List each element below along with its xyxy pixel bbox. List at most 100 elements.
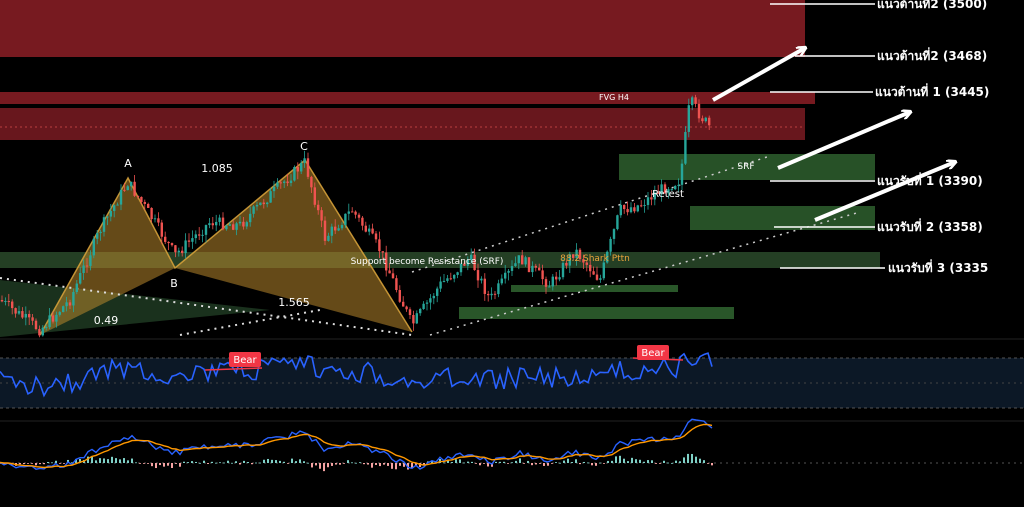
candle-body	[548, 286, 551, 288]
candle-body	[211, 223, 214, 226]
harmonic-point-a: A	[124, 157, 132, 170]
candlestick-series	[0, 94, 711, 338]
macd-histogram-bar	[211, 461, 213, 463]
resistance-zone-fvg	[0, 92, 815, 104]
macd-histogram-bar	[163, 463, 165, 467]
trend-lines	[0, 155, 861, 336]
macd-histogram-bar	[555, 462, 557, 463]
support-resistance-label: Support become Resistance (SRF)	[351, 257, 504, 267]
candle-body	[504, 272, 507, 279]
candle-body	[187, 240, 191, 242]
projection-arrows	[712, 48, 955, 222]
candle-body	[402, 301, 405, 307]
candle-body	[89, 255, 92, 266]
candle-body	[24, 313, 27, 318]
macd-histogram-bar	[563, 460, 565, 463]
candle-body	[419, 309, 422, 314]
candle-body	[133, 181, 136, 196]
macd-histogram-bar	[351, 462, 353, 464]
macd-histogram-bar	[583, 461, 585, 463]
candle-body	[334, 226, 337, 231]
candle-body	[500, 278, 503, 284]
macd-histogram-bar	[363, 463, 365, 465]
candle-body	[354, 211, 357, 215]
candle-body	[136, 195, 140, 197]
candle-body	[167, 241, 170, 244]
macd-histogram-bar	[375, 463, 377, 465]
resistance-zones	[0, 0, 815, 140]
candle-body	[466, 259, 469, 266]
macd-histogram-bar	[187, 462, 189, 463]
macd-histogram-bar	[115, 458, 117, 463]
macd-histogram-bar	[263, 459, 265, 463]
candle-body	[398, 290, 401, 302]
level-label-0: แนวต้านที่2 (3500)	[877, 0, 987, 11]
candle-body	[667, 189, 670, 194]
macd-histogram-bar	[215, 462, 217, 464]
candle-body	[109, 210, 112, 217]
candle-body	[51, 315, 55, 322]
candle-body	[544, 279, 548, 287]
candle-body	[565, 262, 568, 266]
candle-body	[442, 280, 446, 282]
candle-body	[201, 234, 204, 236]
macd-histogram-bar	[391, 463, 393, 469]
macd-histogram-bar	[495, 461, 497, 463]
candle-body	[11, 301, 14, 309]
macd-histogram-bar	[539, 463, 541, 464]
macd-histogram-bar	[39, 463, 41, 465]
candle-body	[337, 228, 340, 231]
candle-body	[616, 215, 619, 230]
macd-histogram-bar	[255, 462, 257, 464]
candle-body	[599, 278, 602, 280]
macd-histogram-bar	[307, 462, 309, 464]
macd-histogram-bar	[167, 463, 169, 466]
macd-histogram-bar	[523, 463, 525, 464]
candle-body	[395, 278, 398, 291]
macd-histogram-bar	[535, 463, 537, 465]
candle-body	[691, 97, 694, 106]
candle-body	[602, 262, 605, 279]
candle-body	[674, 185, 677, 190]
macd-histogram-bar	[623, 458, 625, 463]
resistance-zone-lower	[0, 108, 805, 140]
candle-body	[606, 251, 609, 263]
candle-body	[228, 224, 231, 226]
macd-histogram-bar	[247, 461, 249, 463]
macd-histogram-bar	[559, 462, 561, 464]
candle-body	[164, 236, 167, 242]
macd-histogram-bar	[75, 458, 77, 463]
arrow-to-3390	[814, 162, 955, 222]
macd-histogram-bar	[151, 463, 153, 467]
macd-histogram-bar	[303, 461, 305, 463]
macd-histogram-bar	[55, 460, 57, 463]
macd-histogram-bar	[431, 460, 433, 463]
candle-body	[204, 225, 208, 235]
candle-body	[147, 203, 150, 208]
macd-histogram-bar	[519, 458, 521, 463]
candle-body	[48, 315, 51, 328]
macd-signal-line	[0, 423, 713, 469]
macd-histogram-bar	[487, 463, 489, 467]
macd-histogram-bar	[27, 463, 29, 464]
candle-body	[153, 218, 157, 220]
candle-body	[279, 182, 282, 184]
macd-histogram-bar	[471, 461, 473, 463]
candle-body	[551, 276, 554, 287]
candle-body	[313, 187, 316, 205]
macd-histogram-bar	[463, 462, 465, 464]
macd-histogram-bar	[459, 459, 461, 463]
macd-histogram-bar	[43, 463, 45, 465]
macd-histogram-bar	[95, 460, 97, 463]
candle-body	[351, 211, 354, 213]
candle-body	[701, 118, 704, 122]
macd-histogram-bar	[415, 463, 417, 466]
candle-body	[510, 266, 514, 271]
candle-body	[28, 313, 31, 318]
macd-histogram-bar	[143, 463, 145, 464]
candle-body	[45, 327, 48, 329]
macd-histogram-bar	[275, 460, 277, 463]
macd-histogram-bar	[355, 462, 357, 464]
